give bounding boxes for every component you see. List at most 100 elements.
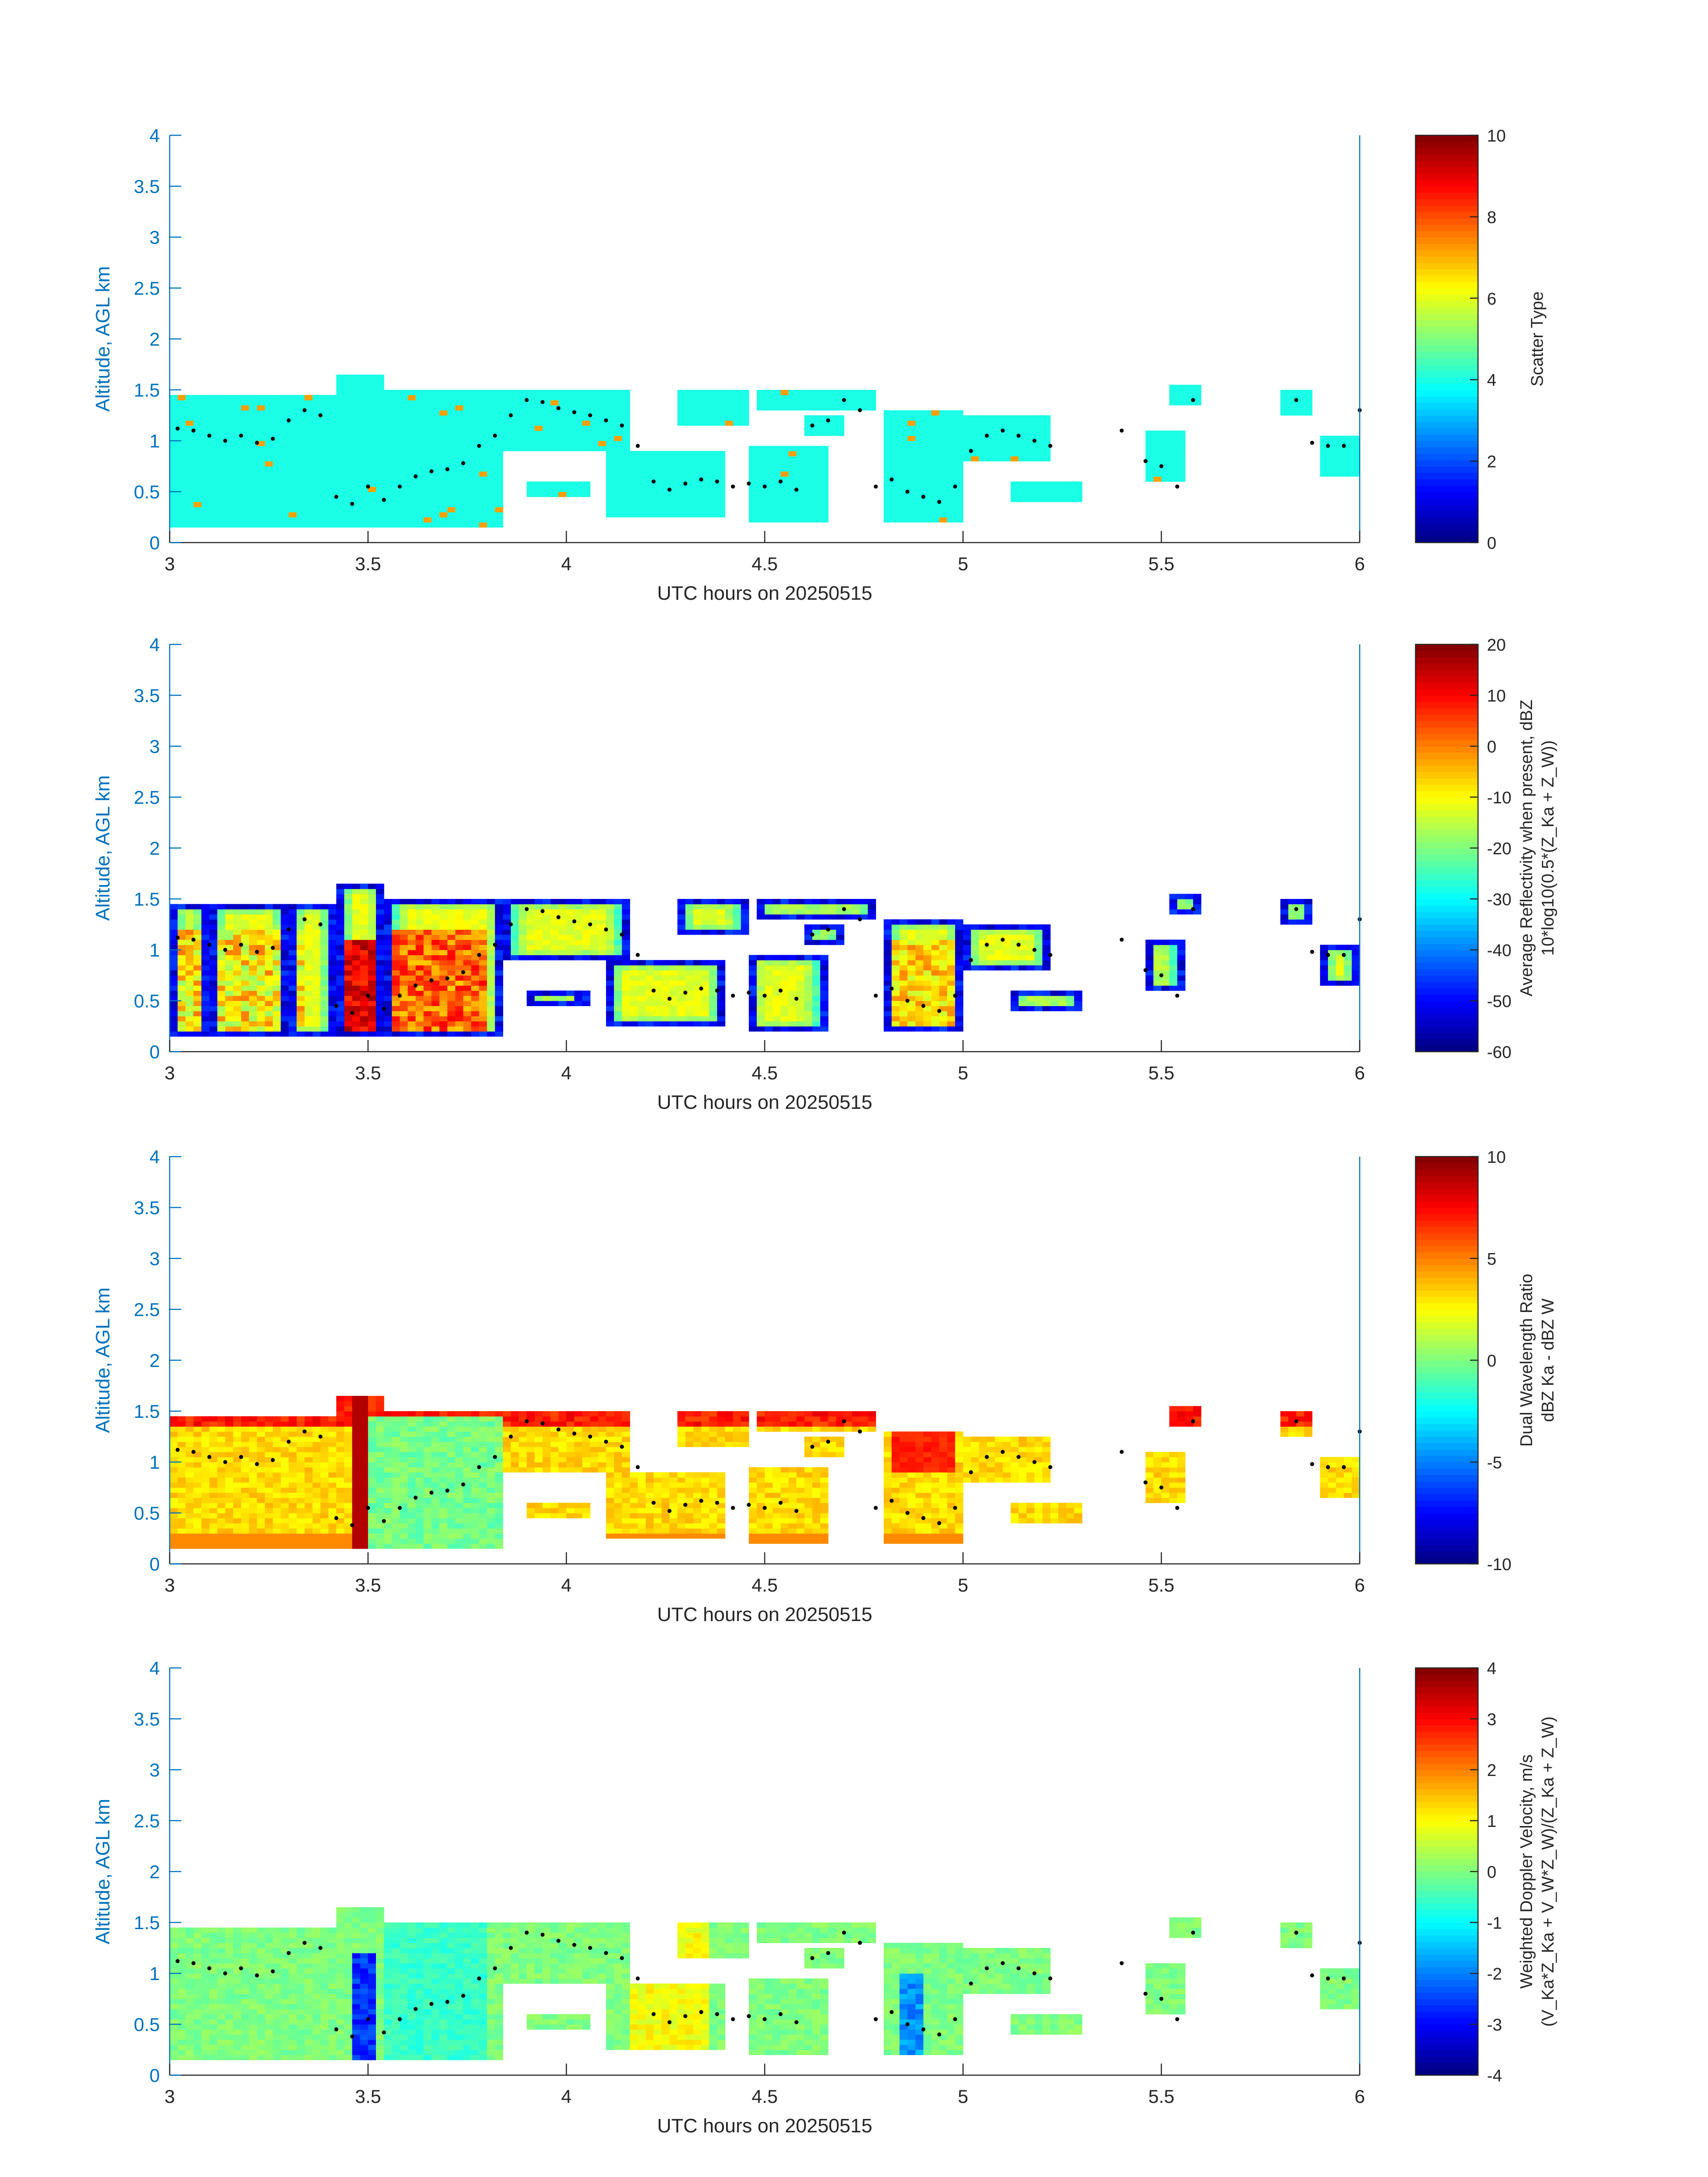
heatmap-cell [566,430,575,436]
heatmap-cell [1011,990,1019,996]
heatmap-cell [955,990,964,996]
heatmap-cell [1066,486,1074,492]
heatmap-cell [312,471,321,477]
heatmap-cell [923,990,932,996]
heatmap-cell [431,405,440,411]
heatmap-cell [669,461,678,467]
heatmap-cell [773,975,781,981]
heatmap-cell [685,390,694,395]
heatmap-cell [1169,955,1178,961]
heatmap-cell [899,507,908,513]
heatmap-cell [804,940,813,945]
colorbar-swatch [1416,326,1478,333]
heatmap-cell [400,985,408,991]
heatmap-cell [265,914,273,920]
heatmap-cell [701,995,710,1001]
heatmap-cell [828,929,836,935]
heatmap-cell [590,430,598,436]
heatmap-cell [479,441,488,446]
heatmap-cell [328,1026,337,1032]
heatmap-cell [701,456,710,462]
heatmap-cell [431,1021,440,1027]
heatmap-cell [447,1006,456,1011]
heatmap-cell [939,507,948,513]
heatmap-cell [1177,950,1186,955]
heatmap-cell [590,446,598,451]
colorbar-swatch [1416,1020,1478,1027]
heatmap-cell [1026,965,1035,971]
heatmap-cell [336,390,345,395]
heatmap-cell [431,420,440,426]
heatmap-cell [566,400,575,405]
heatmap-cell [241,960,250,965]
heatmap-cell [550,1001,559,1006]
heatmap-cell [701,970,710,976]
heatmap-cell [804,904,813,910]
heatmap-cell [939,995,948,1001]
heatmap-cell [939,481,948,487]
heatmap-cell [312,985,321,991]
heatmap-cell [773,960,781,965]
heatmap-cell [614,1006,622,1011]
heatmap-cell [955,486,964,492]
heatmap-cell [487,960,496,965]
heatmap-cell [384,1011,393,1016]
heatmap-cell [614,441,622,446]
heatmap-cell [796,466,805,472]
cloud-base-marker [699,986,703,991]
heatmap-cell [781,970,789,976]
heatmap-cell [360,970,368,976]
heatmap-cell [558,492,567,497]
heatmap-cell [1011,415,1019,421]
heatmap-cell [550,446,559,451]
heatmap-cell [344,395,353,401]
heatmap-cell [796,975,805,981]
heatmap-cell [582,995,591,1001]
heatmap-cell [971,456,979,462]
heatmap-cell [820,425,829,431]
heatmap-cell [479,955,488,961]
heatmap-cell [280,481,289,487]
heatmap-cell [709,395,718,401]
heatmap-cell [884,481,892,487]
heatmap-cell [947,960,956,965]
heatmap-cell [828,934,836,940]
heatmap-cell [463,995,472,1001]
heatmap-cell [535,944,543,950]
colorbar-swatch [1416,288,1478,295]
colorbar-swatch [1416,695,1478,702]
heatmap-cell [463,1001,472,1006]
heatmap-cell [685,492,694,497]
heatmap-cell [320,919,329,925]
heatmap-cell [463,940,472,945]
heatmap-cell [503,950,511,955]
heatmap-cell [217,990,226,996]
heatmap-cell [812,990,821,996]
colorbar-swatch [1416,415,1478,422]
heatmap-cell [170,456,178,462]
heatmap-cell [201,522,210,528]
heatmap-cell [463,395,472,401]
cloud-base-marker [556,915,561,919]
heatmap-cell [280,441,289,446]
heatmap-cell [598,924,606,930]
heatmap-cell [209,415,218,421]
heatmap-cell [899,960,908,965]
heatmap-cell [653,456,662,462]
heatmap-cell [455,471,464,477]
heatmap-cell [288,522,297,528]
heatmap-cell [447,456,456,462]
heatmap-cell [280,970,289,976]
heatmap-cell [280,960,289,965]
heatmap-cell [923,507,932,513]
heatmap-cell [233,497,242,502]
heatmap-cell [392,481,400,487]
cloud-base-marker [667,487,672,492]
heatmap-cell [1042,497,1051,502]
heatmap-cell [646,466,654,472]
heatmap-cell [344,894,353,899]
colorbar-swatch [1416,657,1478,664]
heatmap-cell [884,940,892,945]
heatmap-cell [439,522,448,528]
heatmap-cell [788,899,797,904]
